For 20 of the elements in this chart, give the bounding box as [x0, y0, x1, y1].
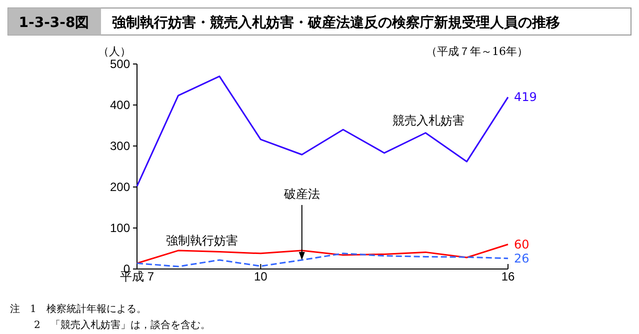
y-tick-label: 200	[110, 180, 130, 194]
series-label: 強制執行妨害	[166, 233, 238, 248]
text: 注 1 検察統計年報による。	[10, 303, 146, 315]
data-label: 60	[514, 237, 530, 252]
y-axis-title: （人）	[98, 45, 131, 58]
line-series	[136, 76, 509, 187]
data-label: 26	[514, 251, 530, 266]
text: 1-3-3-8図	[18, 15, 90, 31]
chart-title: 強制執行妨害・競売入札妨害・破産法違反の検察庁新規受理人員の推移	[112, 14, 560, 31]
y-tick-label: 400	[110, 98, 130, 112]
chart-subtitle: （平成７年～16年）	[426, 45, 528, 58]
data-label: 419	[514, 90, 537, 104]
y-tick-label: 500	[110, 56, 130, 71]
text: 2 「競売入札妨害」は，談合を含む。	[34, 319, 210, 331]
x-tick-label: 16	[501, 270, 515, 284]
series-label: 競売入札妨害	[392, 114, 465, 128]
annotation: 破産法	[282, 186, 320, 201]
y-tick-label: 100	[110, 220, 130, 235]
x-tick-label: 10	[254, 270, 268, 284]
y-tick-label: 300	[110, 138, 130, 153]
